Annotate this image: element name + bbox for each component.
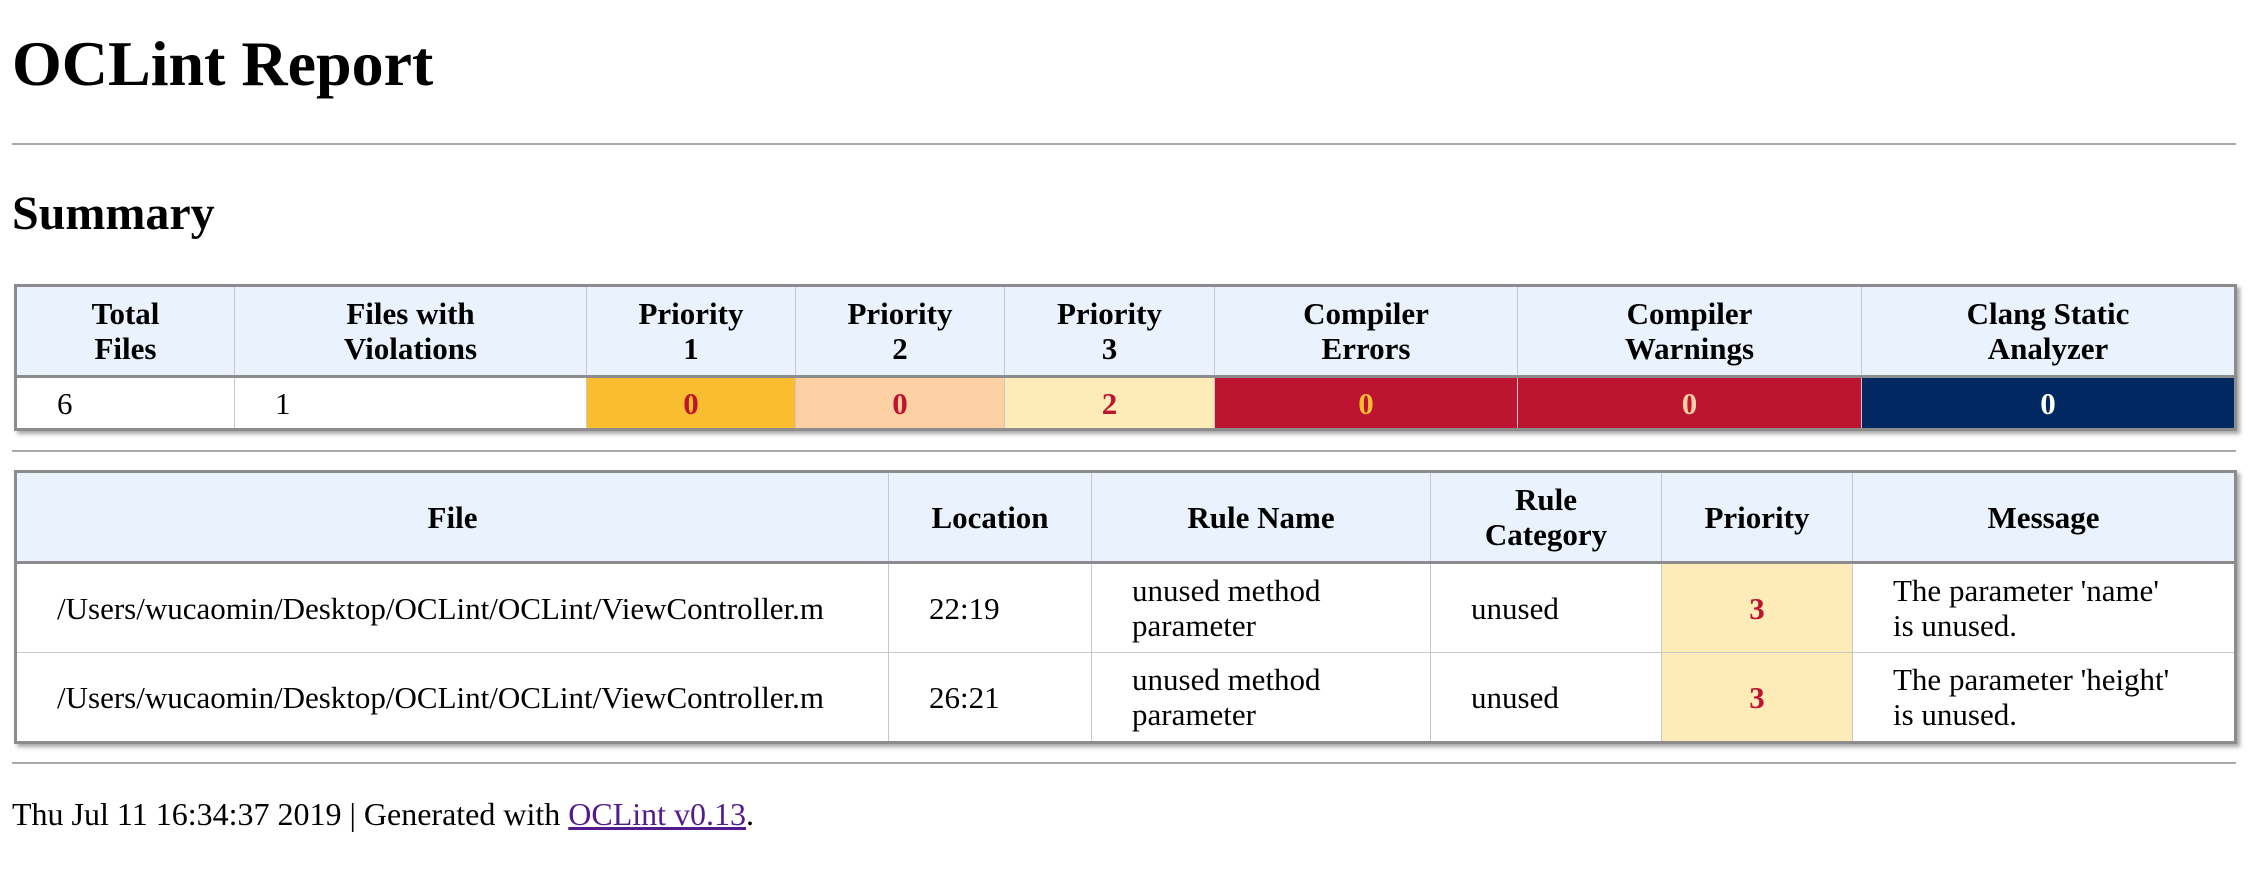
summary-header-priority-2: Priority 2 (795, 285, 1005, 378)
priority-3-value: 2 (1004, 376, 1215, 430)
page-title: OCLint Report (12, 28, 434, 99)
violation-rule-name: unused method parameter (1091, 652, 1431, 743)
total-files-value: 6 (15, 376, 235, 430)
violation-message: The parameter 'height' is unused. (1852, 652, 2236, 743)
violations-header-rule-category: Rule Category (1430, 471, 1662, 564)
violations-header-rule-name: Rule Name (1091, 471, 1431, 564)
summary-header-priority-1: Priority 1 (586, 285, 796, 378)
summary-header-priority-3: Priority 3 (1004, 285, 1215, 378)
violations-header-row: File Location Rule Name Rule Category Pri… (15, 471, 2236, 564)
summary-heading: Summary (12, 187, 215, 240)
priority-2-value: 0 (795, 376, 1005, 430)
violation-priority: 3 (1661, 562, 1853, 653)
violations-header-location: Location (888, 471, 1092, 564)
violations-header-priority: Priority (1661, 471, 1853, 564)
violation-file: /Users/wucaomin/Desktop/OCLint/OCLint/Vi… (15, 652, 889, 743)
priority-1-value: 0 (586, 376, 796, 430)
violation-rule-name: unused method parameter (1091, 562, 1431, 653)
violation-message: The parameter 'name' is unused. (1852, 562, 2236, 653)
summary-header-files-with-violations: Files with Violations (234, 285, 587, 378)
table-row: /Users/wucaomin/Desktop/OCLint/OCLint/Vi… (15, 562, 2236, 653)
violation-file: /Users/wucaomin/Desktop/OCLint/OCLint/Vi… (15, 562, 889, 653)
violations-header-file: File (15, 471, 889, 564)
violation-location: 26:21 (888, 652, 1092, 743)
footer: Thu Jul 11 16:34:37 2019 | Generated wit… (12, 796, 754, 833)
summary-header-row: Total Files Files with Violations Priority… (15, 285, 2236, 378)
footer-timestamp: Thu Jul 11 16:34:37 2019 | Generated wit… (12, 796, 569, 832)
violations-table: File Location Rule Name Rule Category Pri… (14, 470, 2237, 744)
compiler-warnings-value: 0 (1517, 376, 1862, 430)
clang-static-analyzer-value: 0 (1861, 376, 2236, 430)
table-row: /Users/wucaomin/Desktop/OCLint/OCLint/Vi… (15, 652, 2236, 743)
files-with-violations-value: 1 (234, 376, 587, 430)
violation-location: 22:19 (888, 562, 1092, 653)
violation-rule-category: unused (1430, 652, 1662, 743)
summary-header-compiler-errors: Compiler Errors (1214, 285, 1518, 378)
summary-divider (12, 450, 2236, 452)
compiler-errors-value: 0 (1214, 376, 1518, 430)
summary-header-clang-static-analyzer: Clang Static Analyzer (1861, 285, 2236, 378)
oclint-version-link[interactable]: OCLint v0.13 (568, 796, 747, 832)
summary-table: Total Files Files with Violations Priority… (14, 284, 2237, 431)
violations-divider (12, 762, 2236, 764)
violations-header-message: Message (1852, 471, 2236, 564)
violation-rule-category: unused (1430, 562, 1662, 653)
violation-priority: 3 (1661, 652, 1853, 743)
summary-header-total-files: Total Files (15, 285, 235, 378)
title-divider (12, 143, 2236, 145)
summary-header-compiler-warnings: Compiler Warnings (1517, 285, 1862, 378)
summary-values-row: 6 1 0 0 2 0 0 0 (15, 376, 2236, 430)
footer-suffix: . (746, 796, 755, 832)
